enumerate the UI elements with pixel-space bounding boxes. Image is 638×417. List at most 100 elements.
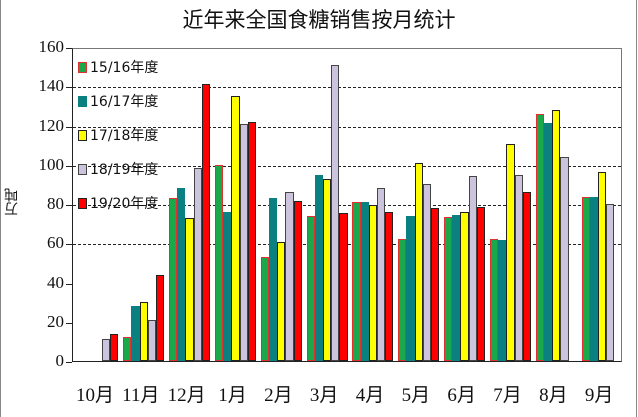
x-tick-label: 9月	[584, 385, 614, 406]
bar	[193, 167, 202, 361]
bar	[368, 204, 377, 361]
bar	[277, 242, 286, 361]
x-tick-label: 3月	[309, 385, 339, 406]
bar	[223, 211, 232, 361]
chart-title: 近年来全国食糖销售按月统计	[182, 8, 456, 32]
bar	[260, 257, 269, 361]
x-tick-label: 11月	[122, 385, 160, 406]
bar	[560, 156, 569, 361]
y-tick-label: 0	[55, 351, 65, 370]
bar	[535, 113, 544, 361]
plot-area	[72, 48, 622, 362]
bar	[514, 174, 523, 361]
bar	[306, 215, 315, 361]
y-tick-label: 160	[38, 37, 65, 56]
bar	[522, 192, 531, 361]
legend-item: 18/19年度	[78, 160, 158, 178]
bar	[231, 96, 240, 361]
legend-swatch-icon	[78, 129, 87, 141]
y-axis-label: 万吨	[4, 188, 20, 216]
bar	[239, 123, 248, 361]
x-tick-label: 2月	[264, 385, 293, 406]
bar	[102, 339, 111, 361]
bar	[377, 188, 386, 361]
y-tick-mark	[66, 283, 72, 285]
bar	[123, 337, 132, 361]
y-tick-label: 140	[38, 76, 65, 96]
bar	[489, 239, 499, 361]
bar	[606, 204, 615, 361]
bar	[498, 240, 507, 361]
bar	[422, 184, 432, 361]
legend-label: 19/20年度	[90, 196, 159, 212]
x-tick-label: 6月	[447, 385, 476, 406]
y-tick-mark	[66, 322, 72, 324]
bar	[406, 215, 415, 361]
bar	[293, 201, 302, 361]
bar	[322, 178, 332, 361]
bar	[339, 212, 348, 361]
gridline	[73, 87, 621, 89]
bar	[131, 306, 140, 361]
x-tick-label: 7月	[493, 385, 522, 406]
y-tick-label: 80	[47, 194, 64, 213]
bar	[506, 144, 515, 361]
bar	[214, 164, 224, 361]
bar	[460, 211, 469, 361]
y-tick-label: 60	[47, 233, 64, 253]
bar	[201, 84, 211, 361]
bar	[314, 174, 323, 361]
legend-label: 16/17年度	[90, 94, 159, 110]
y-tick-mark	[66, 205, 72, 206]
bar	[476, 206, 486, 361]
bar	[385, 211, 394, 361]
y-tick-mark	[66, 126, 72, 128]
bar	[597, 171, 607, 361]
bar	[185, 217, 194, 361]
bar	[156, 274, 165, 361]
y-tick-mark	[66, 362, 72, 363]
legend-item: 15/16年度	[78, 58, 158, 76]
legend-swatch-icon	[78, 61, 87, 73]
bar	[589, 197, 598, 361]
bar	[247, 121, 256, 361]
legend-item: 17/18年度	[78, 126, 158, 144]
y-tick-mark	[66, 48, 72, 49]
legend-swatch-icon	[78, 197, 87, 209]
y-tick-label: 120	[38, 115, 65, 135]
bar	[431, 207, 440, 361]
legend-item: 19/20年度	[78, 194, 158, 212]
legend-swatch-icon	[78, 163, 87, 175]
bar	[468, 175, 477, 361]
y-tick-label: 100	[38, 154, 65, 174]
gridline	[73, 165, 621, 167]
legend-swatch-icon	[78, 95, 87, 107]
bar	[543, 122, 553, 361]
gridline	[73, 205, 621, 206]
y-tick-label: 40	[47, 272, 64, 292]
bar	[581, 197, 590, 361]
y-tick-mark	[66, 87, 72, 89]
bar	[268, 198, 278, 361]
x-tick-label: 5月	[401, 385, 431, 406]
bar	[331, 64, 340, 361]
bar	[110, 333, 119, 361]
bar	[414, 162, 423, 361]
bar	[398, 239, 407, 361]
x-tick-label: 8月	[539, 385, 568, 406]
bar	[552, 109, 561, 361]
x-tick-label: 12月	[167, 385, 206, 406]
bar	[139, 302, 148, 361]
bar	[360, 202, 369, 361]
y-tick-mark	[66, 165, 72, 167]
x-tick-label: 10月	[75, 385, 114, 406]
gridline	[73, 126, 621, 128]
x-tick-label: 4月	[355, 385, 385, 406]
legend-item: 16/17年度	[78, 92, 158, 110]
bar	[452, 214, 461, 361]
bar	[444, 216, 453, 361]
legend-label: 18/19年度	[90, 162, 159, 178]
y-tick-mark	[66, 244, 72, 246]
y-tick-label: 20	[47, 311, 64, 331]
